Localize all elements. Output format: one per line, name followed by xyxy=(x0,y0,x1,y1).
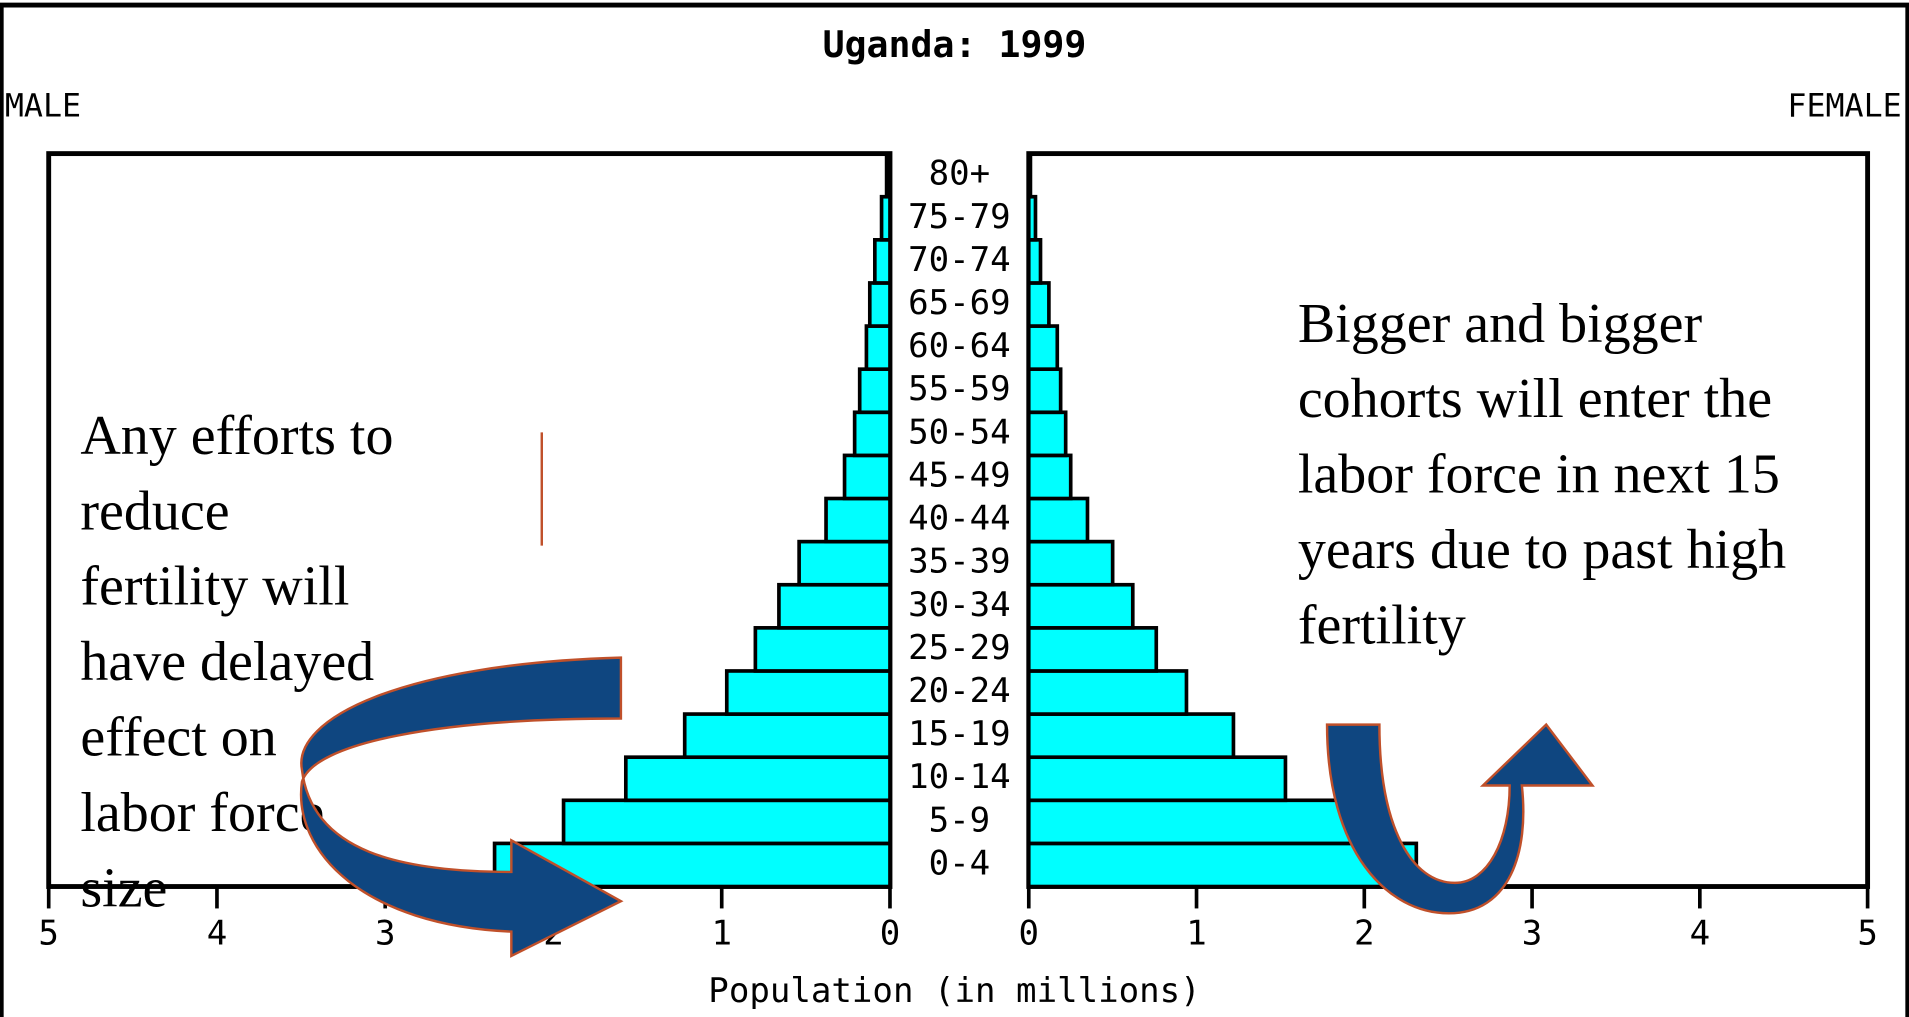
category-label: 0-4 xyxy=(929,843,991,883)
bar xyxy=(867,281,892,328)
bar xyxy=(1026,453,1073,501)
bar xyxy=(724,669,892,716)
annotations: Any efforts to reduce fertility will have d… xyxy=(80,293,1786,920)
bar xyxy=(1026,496,1090,544)
category-label: 10-14 xyxy=(908,757,1011,797)
x-tick-label: 5 xyxy=(1857,914,1878,954)
plot: 0123450123450-45-910-1415-1920-2425-2930… xyxy=(38,151,1878,954)
bar xyxy=(1026,626,1159,673)
bar xyxy=(1026,755,1288,803)
x-tick-label: 1 xyxy=(711,914,732,954)
annotation-line: labor force xyxy=(80,782,324,844)
annotation-line: effect on xyxy=(80,707,276,769)
bar xyxy=(857,367,892,415)
category-label: 30-34 xyxy=(908,585,1011,625)
category-label: 5-9 xyxy=(929,800,991,840)
category-label: 35-39 xyxy=(908,542,1011,582)
bar xyxy=(1026,367,1063,415)
category-label: 75-79 xyxy=(908,197,1011,237)
annotation-line: labor force in next 15 xyxy=(1298,444,1780,506)
bar xyxy=(623,755,892,803)
x-tick-label: 4 xyxy=(207,914,228,954)
bar xyxy=(1026,798,1355,846)
x-tick-label: 4 xyxy=(1690,914,1711,954)
bar xyxy=(1026,281,1051,328)
category-label: 15-19 xyxy=(908,714,1011,754)
x-tick-label: 3 xyxy=(375,914,396,954)
bar xyxy=(1026,151,1033,199)
x-axis-label: Population (in millions) xyxy=(708,971,1200,1011)
x-tick-label: 0 xyxy=(880,914,901,954)
category-label: 70-74 xyxy=(908,240,1011,280)
left-label: MALE xyxy=(5,88,81,124)
bar xyxy=(864,324,892,371)
bar xyxy=(1026,712,1236,760)
category-label: 80+ xyxy=(929,154,991,194)
bar xyxy=(561,798,892,846)
bar xyxy=(753,626,892,673)
bar xyxy=(1026,238,1043,285)
bar xyxy=(1026,669,1189,716)
category-label: 40-44 xyxy=(908,499,1011,539)
curved-arrow xyxy=(299,656,624,958)
category-label: 20-24 xyxy=(908,671,1011,711)
bar xyxy=(884,151,892,199)
bar xyxy=(1026,324,1060,371)
bar xyxy=(1026,410,1068,458)
u-arrow xyxy=(1325,722,1595,915)
annotation-line: Any efforts to xyxy=(80,405,393,467)
bar xyxy=(842,453,892,501)
annotation-line: reduce xyxy=(80,480,229,542)
category-label: 60-64 xyxy=(908,326,1011,366)
bar xyxy=(797,539,892,587)
bar xyxy=(879,194,892,242)
category-label: 55-59 xyxy=(908,369,1011,409)
bar xyxy=(852,410,892,458)
annotation-line: cohorts will enter the xyxy=(1298,368,1772,430)
annotation-line: have delayed xyxy=(80,631,374,693)
x-tick-label: 0 xyxy=(1019,914,1040,954)
x-tick-label: 3 xyxy=(1522,914,1543,954)
bar xyxy=(1026,582,1135,630)
bar xyxy=(682,712,892,760)
category-label: 50-54 xyxy=(908,412,1011,452)
x-tick-label: 5 xyxy=(38,914,59,954)
bar xyxy=(1026,194,1038,242)
annotation-line: size xyxy=(80,858,167,920)
x-tick-label: 2 xyxy=(1354,914,1375,954)
bar xyxy=(824,496,892,544)
bar xyxy=(777,582,892,630)
category-label: 45-49 xyxy=(908,455,1011,495)
category-label: 65-69 xyxy=(908,283,1011,323)
bar xyxy=(1026,539,1115,587)
annotation-line: years due to past high xyxy=(1298,519,1786,581)
category-label: 25-29 xyxy=(908,628,1011,668)
annotation-line: fertility will xyxy=(80,556,349,618)
chart-title: Uganda: 1999 xyxy=(823,23,1087,66)
annotation-line: fertility xyxy=(1298,595,1466,657)
x-tick-label: 1 xyxy=(1186,914,1207,954)
right-label: FEMALE xyxy=(1787,88,1901,124)
bar xyxy=(873,238,892,285)
annotation-line: Bigger and bigger xyxy=(1298,293,1703,355)
